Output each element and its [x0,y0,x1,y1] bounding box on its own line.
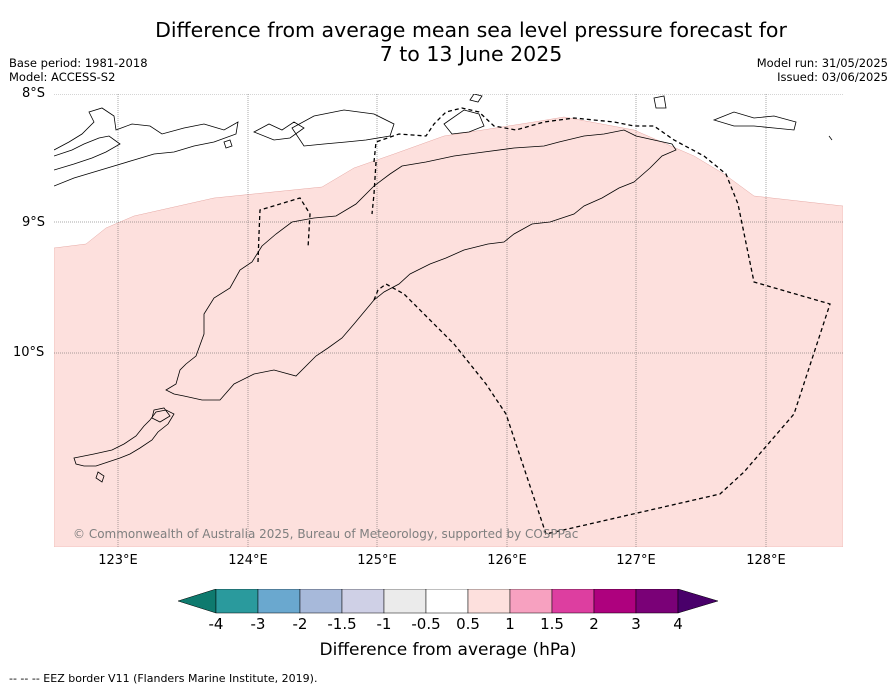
colorbar-tick: -1.5 [327,615,357,633]
colorbar-tick: 1 [505,615,515,633]
colorbar-tick: 3 [631,615,641,633]
lon-label-123e: 123°E [98,553,138,568]
colorbar-segment [341,589,385,614]
anomaly-region [54,116,843,547]
lon-label-128e: 128°E [746,553,786,568]
colorbar-tick: -2 [292,615,308,633]
colorbar-tick: 2 [589,615,599,633]
colorbar-label: Difference from average (hPa) [319,640,577,660]
title-line-2: 7 to 13 June 2025 [379,42,563,66]
eez-border [257,107,831,535]
lat-label-10s: 10°S [13,345,45,360]
colorbar-extend-low [178,589,217,614]
eez-footnote: -- -- -- EEZ border V11 (Flanders Marine… [9,672,318,685]
model-name: Model: ACCESS-S2 [9,70,116,84]
meta-right: Model run: 31/05/2025 Issued: 03/06/2025 [757,56,888,84]
colorbar-segment [425,589,469,614]
lat-label-8s: 8°S [22,86,46,101]
lon-label-127e: 127°E [616,553,656,568]
colorbar-tick: 0.5 [456,615,480,633]
colorbar-tick: 1.5 [540,615,564,633]
meta-left: Base period: 1981-2018 Model: ACCESS-S2 [9,56,148,84]
colorbar-segment [635,589,679,614]
issued-date: Issued: 03/06/2025 [777,70,888,84]
colorbar-segment [593,589,637,614]
colorbar-segment [215,589,259,614]
lon-label-126e: 126°E [487,553,527,568]
colorbar-tick: -3 [250,615,266,633]
colorbar-segment [299,589,343,614]
lat-label-9s: 9°S [22,215,46,230]
colorbar-segment [383,589,427,614]
graticule [54,94,843,547]
colorbar-segment [551,589,595,614]
colorbar-tick: -4 [208,615,224,633]
colorbar-tick: -0.5 [411,615,441,633]
colorbar-segment [467,589,511,614]
chart-title: Difference from average mean sea level p… [0,18,896,66]
colorbar-extend-high [677,589,719,614]
colorbar [178,589,719,614]
model-run: Model run: 31/05/2025 [756,56,888,70]
colorbar-tick: 4 [673,615,683,633]
map-panel [54,94,843,547]
colorbar-segment [257,589,301,614]
lon-label-124e: 124°E [228,553,268,568]
title-line-1: Difference from average mean sea level p… [155,18,787,42]
coastlines [54,94,833,483]
colorbar-segment [509,589,553,614]
base-period: Base period: 1981-2018 [9,56,148,70]
colorbar-tick: -1 [376,615,392,633]
lon-label-125e: 125°E [357,553,397,568]
copyright-notice: © Commonwealth of Australia 2025, Bureau… [73,527,579,541]
